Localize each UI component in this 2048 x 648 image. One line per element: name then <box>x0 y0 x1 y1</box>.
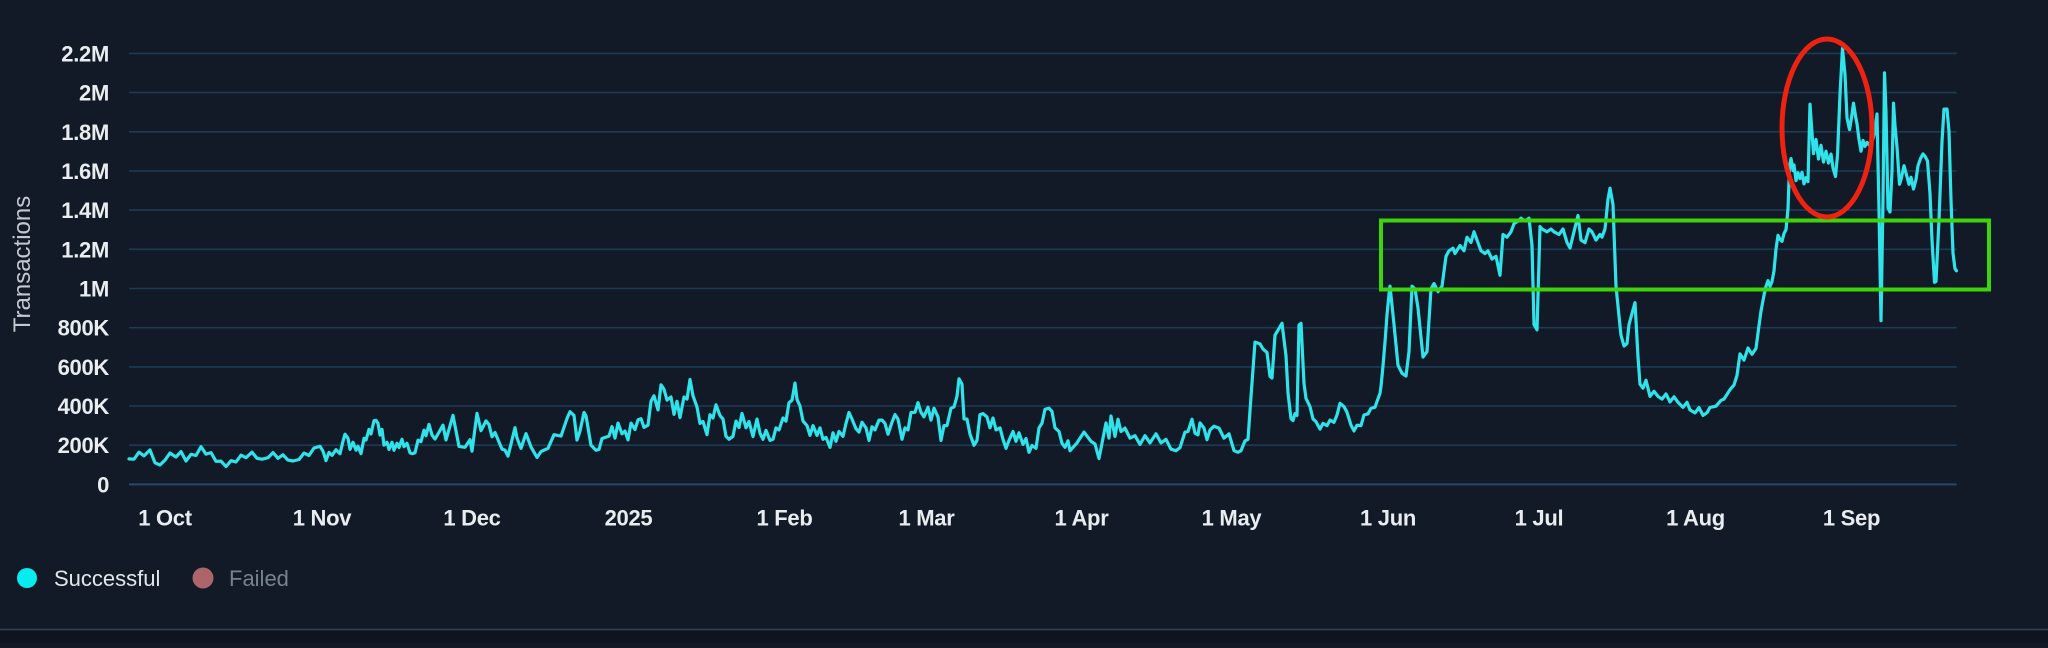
svg-text:1 Apr: 1 Apr <box>1055 506 1110 531</box>
svg-text:2025: 2025 <box>605 506 653 531</box>
svg-text:1 Aug: 1 Aug <box>1666 506 1725 531</box>
svg-text:1.2M: 1.2M <box>61 237 109 262</box>
svg-text:0: 0 <box>97 472 109 497</box>
svg-text:600K: 600K <box>58 355 110 380</box>
svg-text:1 Jun: 1 Jun <box>1360 506 1416 531</box>
svg-text:Transactions: Transactions <box>9 196 36 333</box>
svg-text:1.8M: 1.8M <box>61 120 109 145</box>
svg-text:800K: 800K <box>58 316 110 341</box>
svg-text:1 Jul: 1 Jul <box>1515 506 1564 531</box>
svg-text:200K: 200K <box>58 433 110 458</box>
svg-text:1 Sep: 1 Sep <box>1823 506 1880 531</box>
svg-text:1 Nov: 1 Nov <box>293 506 352 531</box>
svg-text:1 Dec: 1 Dec <box>443 506 500 531</box>
svg-text:1M: 1M <box>79 277 109 302</box>
svg-text:Successful: Successful <box>54 566 160 591</box>
svg-text:1 Mar: 1 Mar <box>899 506 956 531</box>
svg-text:Failed: Failed <box>229 566 289 591</box>
svg-text:1.4M: 1.4M <box>61 198 109 223</box>
svg-text:1 Feb: 1 Feb <box>757 506 813 531</box>
svg-text:2M: 2M <box>79 81 109 106</box>
svg-text:1 May: 1 May <box>1202 506 1263 531</box>
svg-text:400K: 400K <box>58 394 110 419</box>
svg-text:1 Oct: 1 Oct <box>138 506 192 531</box>
svg-text:1.6M: 1.6M <box>61 159 109 184</box>
svg-text:2.2M: 2.2M <box>61 41 109 66</box>
